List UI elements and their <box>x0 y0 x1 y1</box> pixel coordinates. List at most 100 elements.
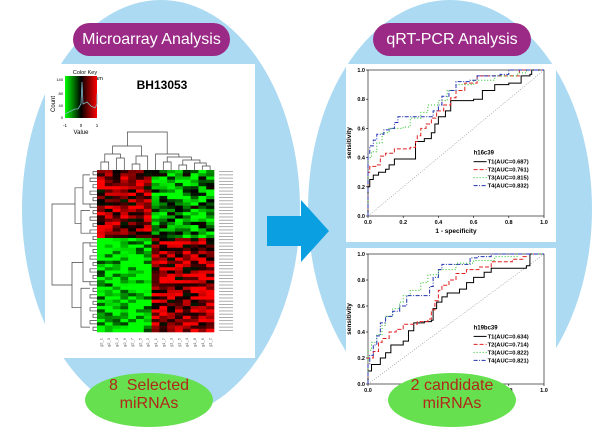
heatmap-cell <box>104 218 113 223</box>
heatmap-cell <box>198 319 207 323</box>
heatmap-cell <box>182 179 191 184</box>
y-tick-label: 0.6 <box>357 126 365 132</box>
heatmap-cell <box>97 208 106 213</box>
heatmap-title: BH13053 <box>137 78 188 92</box>
heatmap-cell <box>175 319 184 323</box>
legend-entry: T2(AUC=0.761) <box>488 168 529 174</box>
heatmap-cell <box>190 225 199 229</box>
heatmap-cell <box>136 273 145 278</box>
heatmap-cell <box>175 231 184 236</box>
heatmap-cell <box>198 195 207 200</box>
heatmap-cell <box>167 189 176 193</box>
heatmap-cell <box>159 241 168 245</box>
heatmap-cell <box>143 179 152 184</box>
y-tick-label: 0.8 <box>357 278 365 284</box>
heatmap-cell <box>136 296 145 300</box>
heatmap-cell <box>97 322 106 326</box>
heatmap-cell <box>175 280 184 284</box>
column-label: g2_7 <box>130 337 135 347</box>
heatmap-cell <box>159 234 168 239</box>
heatmap-cell <box>120 319 129 323</box>
heatmap-cell <box>112 215 121 219</box>
heatmap-cell <box>167 238 176 242</box>
heatmap-cell <box>151 199 160 203</box>
heatmap-cell <box>143 225 152 229</box>
heatmap-cell <box>206 270 215 274</box>
heatmap-cell <box>159 221 168 226</box>
roc-curve <box>367 69 544 216</box>
heatmap-cell <box>97 218 106 223</box>
heatmap-cell <box>190 302 199 307</box>
dendrogram-branch <box>89 190 97 195</box>
heatmap-cell <box>167 202 176 206</box>
heatmap-cell <box>104 283 113 287</box>
heatmap-cell <box>136 325 145 330</box>
heatmap-cell <box>104 289 113 294</box>
heatmap-cell <box>128 215 137 219</box>
heatmap-cell <box>128 231 137 236</box>
x-tick-label: 0.4 <box>435 220 444 226</box>
heatmap-cell <box>97 315 106 320</box>
heatmap-cell <box>151 221 160 226</box>
heatmap-cell <box>167 267 176 271</box>
heatmap-cell <box>112 257 121 262</box>
heatmap-cell <box>112 218 121 223</box>
heatmap-cell <box>112 270 121 274</box>
heatmap-cell <box>182 260 191 265</box>
heatmap-cell <box>206 296 215 300</box>
heatmap-cell <box>120 302 129 307</box>
heatmap-cell <box>151 173 160 177</box>
heatmap-cell <box>120 192 129 197</box>
heatmap-cell <box>206 322 215 326</box>
heatmap-cell <box>182 228 191 232</box>
heatmap-cell <box>136 215 145 219</box>
heatmap-cell <box>159 212 168 216</box>
heatmap-cell <box>182 195 191 200</box>
heatmap-cell <box>167 241 176 245</box>
heatmap-cell <box>97 195 106 200</box>
heatmap-cell <box>159 289 168 294</box>
heatmap-cell <box>104 208 113 213</box>
heatmap-cell <box>143 212 152 216</box>
heatmap-cell <box>159 176 168 181</box>
heatmap-cell <box>182 325 191 330</box>
y-tick-label: 0.8 <box>357 97 365 103</box>
heatmap-cell <box>143 208 152 213</box>
heatmap-cell <box>175 218 184 223</box>
heatmap-cell <box>97 319 106 323</box>
heatmap-cell <box>120 260 129 265</box>
heatmap-cell <box>143 215 152 219</box>
dendrogram-branch <box>201 165 211 170</box>
heatmap-cell <box>128 202 137 206</box>
heatmap-cell <box>104 276 113 281</box>
dendrogram-branch <box>89 294 97 299</box>
heatmap-cell <box>151 315 160 320</box>
heatmap-cell <box>190 238 199 242</box>
heatmap-cell <box>167 225 176 229</box>
heatmap-cell <box>104 221 113 226</box>
heatmap-cell <box>198 212 207 216</box>
heatmap-cell <box>97 247 106 252</box>
heatmap-cell <box>136 199 145 203</box>
legend-entry: T1(AUC=0.634) <box>488 334 529 340</box>
heatmap-cell <box>175 182 184 187</box>
heatmap-cell <box>97 186 106 190</box>
heatmap-cell <box>167 319 176 323</box>
heatmap-cell <box>120 286 129 291</box>
heatmap-cell <box>128 254 137 258</box>
heatmap-cell <box>136 251 145 255</box>
heatmap-cell <box>182 189 191 193</box>
heatmap-cell <box>182 218 191 223</box>
heatmap-cell <box>167 199 176 203</box>
heatmap-cell <box>206 312 215 317</box>
legend-entry: T3(AUC=0.815) <box>488 176 529 182</box>
heatmap-cell <box>167 260 176 265</box>
heatmap-cell <box>167 208 176 213</box>
heatmap-cell <box>104 286 113 291</box>
heatmap-cell <box>190 270 199 274</box>
column-label: g2_3 <box>106 337 111 347</box>
heatmap-cell <box>198 199 207 203</box>
heatmap-cell <box>104 173 113 177</box>
heatmap-cell <box>182 225 191 229</box>
heatmap-cell <box>151 299 160 304</box>
